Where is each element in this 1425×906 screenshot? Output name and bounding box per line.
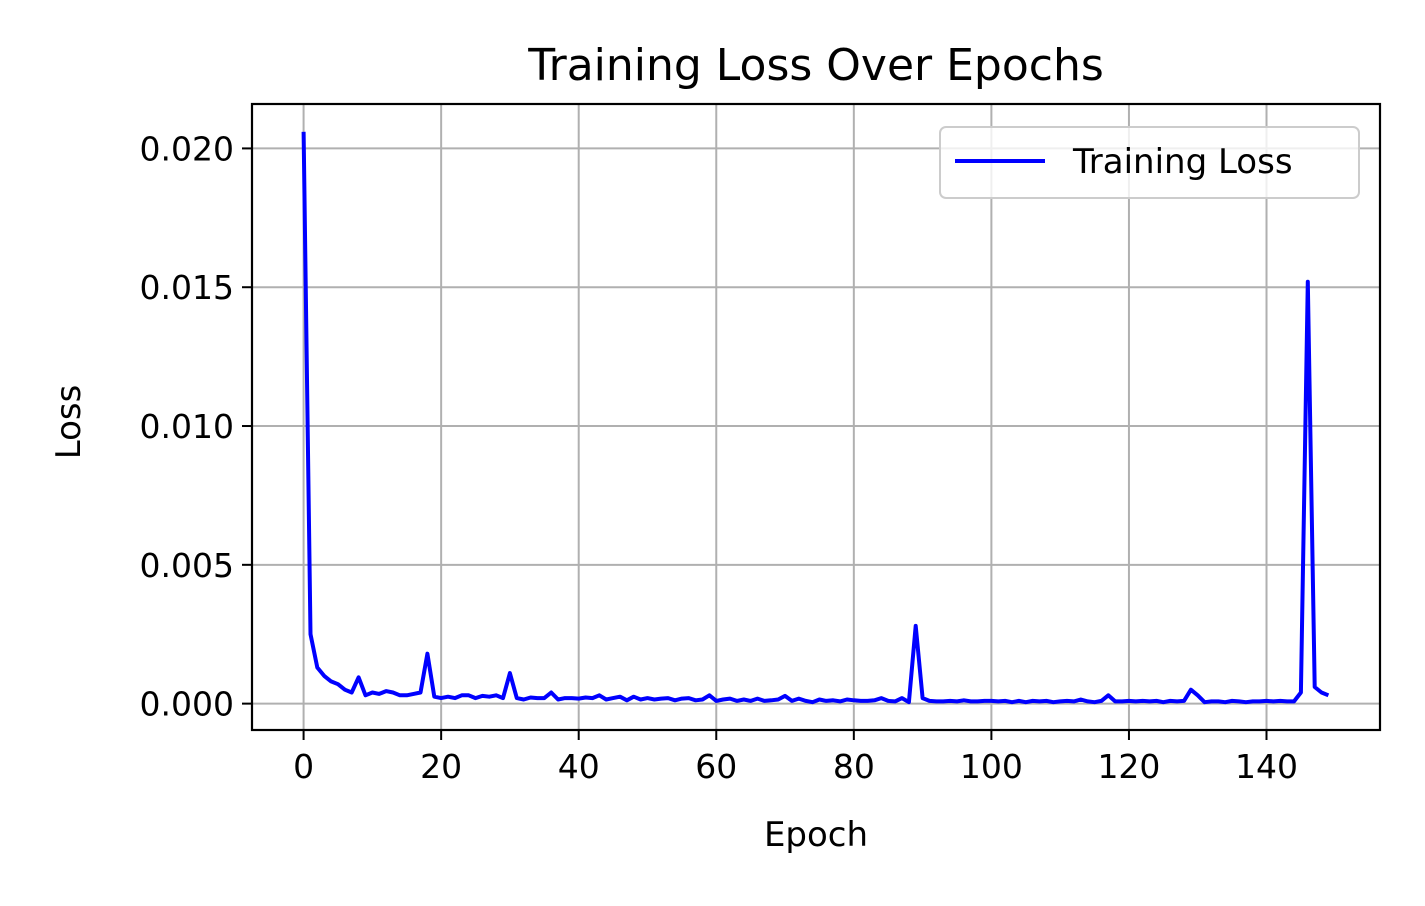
y-tick-label: 0.000 (140, 685, 234, 724)
y-tick-label: 0.005 (140, 546, 234, 585)
x-tick-label: 60 (695, 747, 737, 786)
legend-box (939, 126, 1360, 199)
x-axis-label: Epoch (764, 815, 868, 855)
y-tick-label: 0.020 (140, 129, 234, 168)
y-axis-ticks: 0.000 0.005 0.010 0.015 0.020 (140, 129, 252, 724)
grid-lines (252, 104, 1380, 730)
x-tick-label: 40 (558, 747, 600, 786)
x-tick-label: 80 (833, 747, 875, 786)
y-tick-label: 0.015 (140, 268, 234, 307)
legend-label: Training Loss (1072, 142, 1293, 182)
x-tick-label: 100 (960, 747, 1023, 786)
training-loss-line (301, 131, 1330, 705)
chart-title: Training Loss Over Epochs (527, 40, 1104, 91)
y-axis-label: Loss (49, 385, 89, 460)
series-layer (301, 131, 1330, 705)
x-tick-label: 120 (1097, 747, 1160, 786)
x-tick-label: 0 (293, 747, 314, 786)
legend: Training Loss (939, 126, 1360, 199)
x-tick-label: 20 (420, 747, 462, 786)
plot-frame (250, 102, 1382, 732)
y-tick-label: 0.010 (140, 407, 234, 446)
x-axis-ticks: 0 20 40 60 80 100 120 140 (293, 730, 1298, 786)
x-tick-label: 140 (1235, 747, 1298, 786)
